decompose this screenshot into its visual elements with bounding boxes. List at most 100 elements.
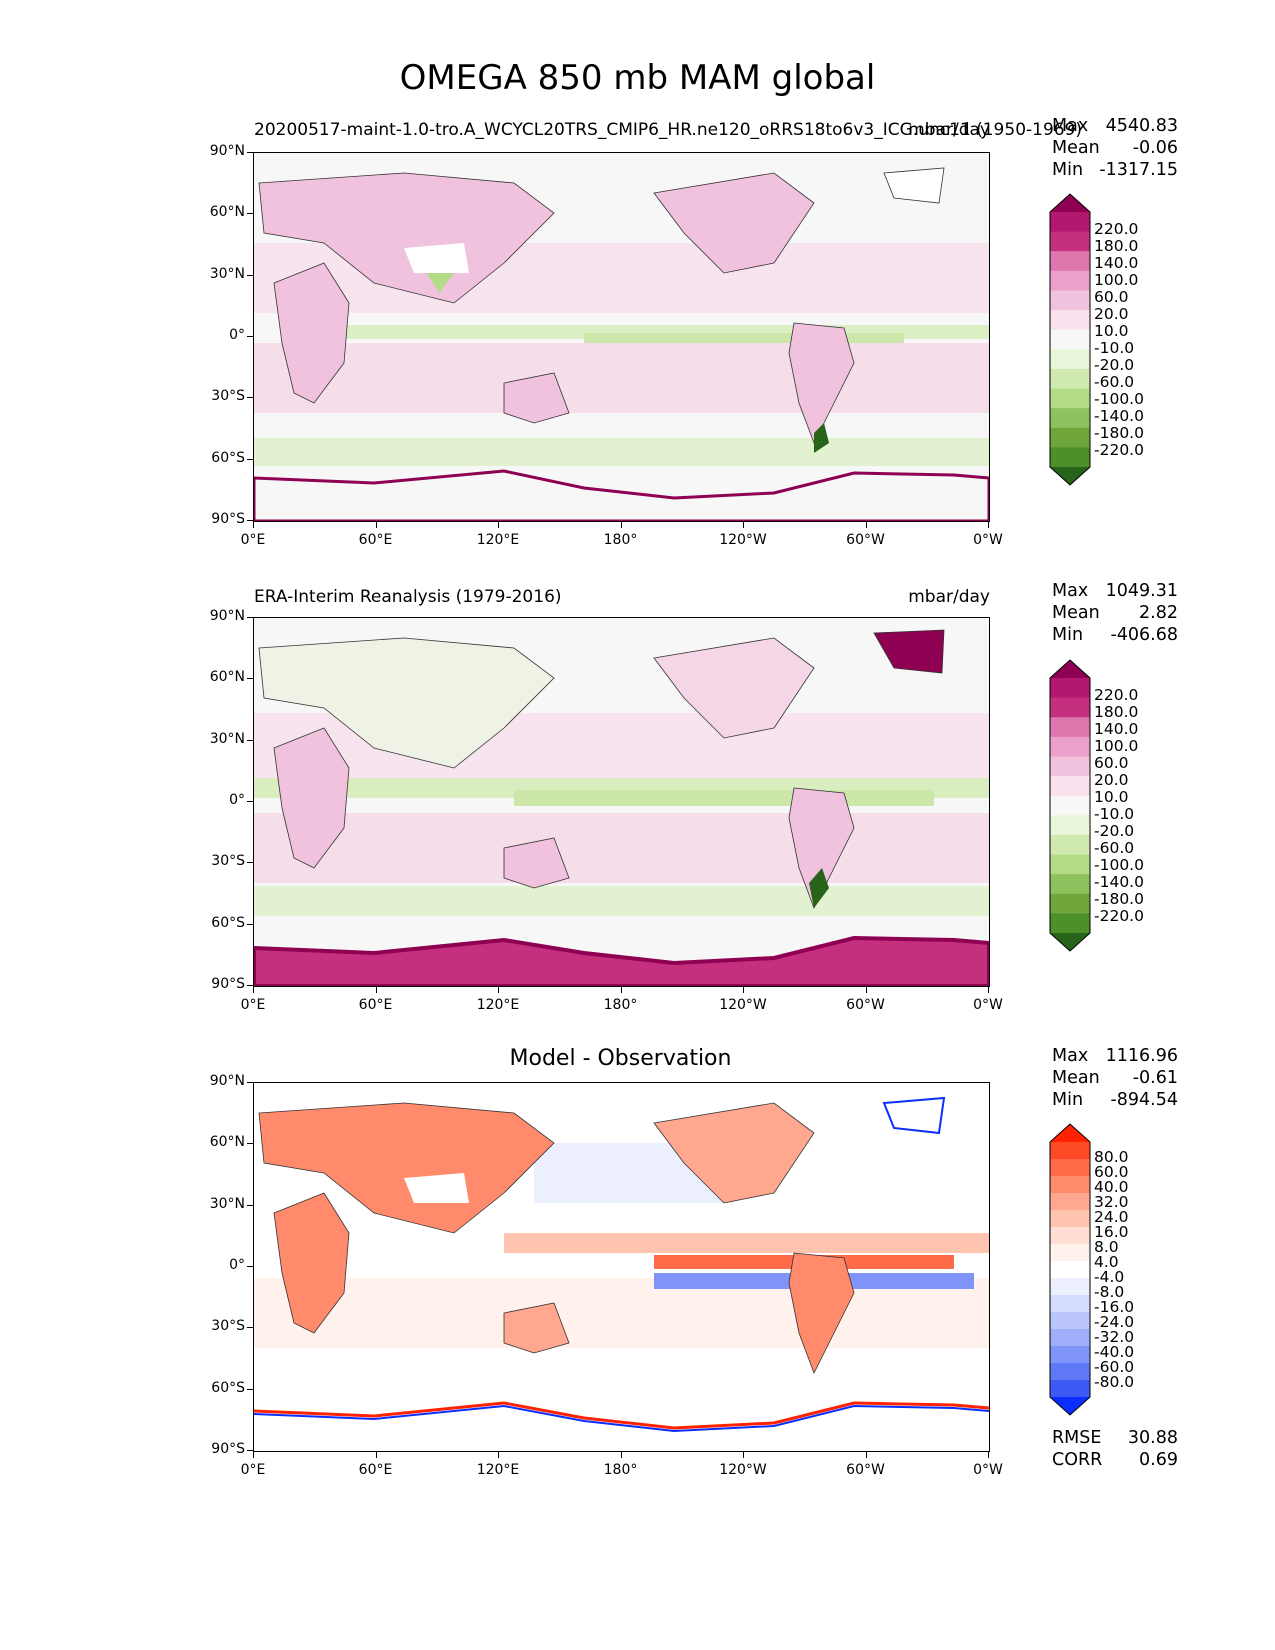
panel-diff-xtick-mark <box>620 1452 622 1458</box>
panel-diff-colorbar-bin <box>1050 1193 1090 1211</box>
panel-diff-xtick: 0°W <box>973 1462 1003 1478</box>
panel-diff-colorbar-label: -8.0 <box>1094 1283 1124 1301</box>
panel-diff-title: Model - Observation <box>509 1046 732 1071</box>
panel-diff-colorbar-extend-min <box>1050 1397 1090 1415</box>
panel-model-mean: Mean -0.06 <box>1052 138 1178 158</box>
panel-obs-ytick: 60°S <box>211 914 245 931</box>
panel-diff-ytick-mark <box>247 1143 253 1145</box>
panel-diff-colorbar-label: -24.0 <box>1094 1313 1134 1331</box>
panel-diff-colorbar-bin <box>1050 1227 1090 1245</box>
panel-obs-xtick: 180° <box>603 997 638 1013</box>
panel-diff-colorbar-bin <box>1050 1329 1090 1347</box>
panel-diff-ytick: 30°S <box>211 1318 245 1335</box>
panel-obs-xtick-mark <box>253 987 254 993</box>
panel-obs-ytick-mark <box>247 923 253 925</box>
panel-diff-colorbar-label: -40.0 <box>1094 1343 1134 1361</box>
panel-obs-colorbar-outline <box>1049 659 1091 952</box>
panel-model-xtick: 0°E <box>240 532 266 548</box>
panel-obs-colorbar-bin <box>1050 795 1090 816</box>
panel-obs-colorbar-bin <box>1050 736 1090 757</box>
panel-obs-colorbar-label: 10.0 <box>1094 788 1129 806</box>
panel-obs-units: mbar/day <box>908 587 990 607</box>
panel-diff-xtick: 120°E <box>476 1462 520 1478</box>
figure-title: OMEGA 850 mb MAM global <box>399 58 876 98</box>
panel-model-colorbar-label: 20.0 <box>1094 305 1129 323</box>
panel-model-xtick-mark <box>865 522 867 528</box>
panel-model-xtick: 60°E <box>358 532 393 548</box>
panel-model-colorbar-bin <box>1050 231 1090 252</box>
panel-model-colorbar-label: -60.0 <box>1094 373 1134 391</box>
panel-model-xtick: 0°W <box>973 532 1003 548</box>
panel-obs-colorbar-label: -20.0 <box>1094 822 1134 840</box>
panel-model-colorbar-bin <box>1050 408 1090 429</box>
panel-model-colorbar-label: -20.0 <box>1094 356 1134 374</box>
panel-model-colorbar-bin <box>1050 388 1090 409</box>
panel-model-xtick-mark <box>375 522 377 528</box>
panel-diff-xtick: 60°W <box>846 1462 885 1478</box>
panel-obs-colorbar-label: -60.0 <box>1094 839 1134 857</box>
panel-obs-colorbar-label: -220.0 <box>1094 907 1144 925</box>
panel-obs-colorbar-label: 20.0 <box>1094 771 1129 789</box>
panel-diff-mean: Mean -0.61 <box>1052 1068 1178 1088</box>
panel-obs-xtick: 60°E <box>358 997 393 1013</box>
panel-obs-ytick: 30°S <box>211 853 245 870</box>
panel-diff-max: Max 1116.96 <box>1052 1046 1178 1066</box>
panel-obs-colorbar-bin <box>1050 854 1090 875</box>
panel-obs-colorbar-bin <box>1050 678 1090 699</box>
panel-model-units: mbar/day <box>908 120 990 140</box>
panel-model-colorbar-bin <box>1050 329 1090 350</box>
panel-diff-colorbar-label: 24.0 <box>1094 1208 1129 1226</box>
panel-model-map <box>253 152 990 522</box>
panel-diff-ytick: 90°S <box>211 1441 245 1457</box>
panel-diff-colorbar-bin <box>1050 1363 1090 1381</box>
panel-obs-xtick: 0°W <box>973 997 1003 1013</box>
panel-obs-xtick-mark <box>865 987 867 993</box>
panel-model-ytick: 30°S <box>211 388 245 405</box>
panel-diff-colorbar-bin <box>1050 1346 1090 1364</box>
panel-diff-xtick: 0°E <box>240 1462 266 1478</box>
panel-diff-colorbar-label: 16.0 <box>1094 1223 1129 1241</box>
panel-model-ytick-mark <box>247 458 253 460</box>
panel-model-colorbar-label: 10.0 <box>1094 322 1129 340</box>
panel-obs-xtick: 120°W <box>719 997 767 1013</box>
panel-obs-colorbar-extend-min <box>1050 933 1090 951</box>
panel-obs-xtick-mark <box>988 987 989 993</box>
panel-obs-colorbar-bin <box>1050 913 1090 934</box>
panel-diff-colorbar-label: -4.0 <box>1094 1268 1124 1286</box>
panel-obs-map <box>253 617 990 987</box>
panel-model-ytick: 90°N <box>209 143 245 159</box>
panel-diff-xtick: 60°E <box>358 1462 393 1478</box>
panel-model-ytick: 60°S <box>211 449 245 466</box>
panel-diff-colorbar-label: 4.0 <box>1094 1253 1119 1271</box>
panel-model-colorbar-bin <box>1050 251 1090 272</box>
panel-diff-colorbar-label: 80.0 <box>1094 1148 1129 1166</box>
panel-obs-xtick: 120°E <box>476 997 520 1013</box>
panel-obs-colorbar-bin <box>1050 815 1090 836</box>
panel-diff-ytick: 60°S <box>211 1379 245 1396</box>
panel-model-xtick: 120°E <box>476 532 520 548</box>
panel-diff-colorbar-label: 60.0 <box>1094 1163 1129 1181</box>
panel-obs-ytick-mark <box>247 678 253 680</box>
panel-obs-ytick-mark <box>247 801 253 802</box>
panel-diff-corr: CORR 0.69 <box>1052 1450 1178 1470</box>
panel-model-xtick-mark <box>498 522 499 528</box>
panel-diff-xtick-mark <box>498 1452 499 1458</box>
panel-model-colorbar-extend-max <box>1050 194 1090 212</box>
panel-diff-ytick-mark <box>247 1388 253 1390</box>
panel-model-ytick-mark <box>247 336 253 337</box>
panel-diff-colorbar-label: -60.0 <box>1094 1358 1134 1376</box>
panel-model-ytick-mark <box>247 520 253 521</box>
panel-diff-rmse: RMSE 30.88 <box>1052 1428 1178 1448</box>
panel-obs-xtick-mark <box>498 987 499 993</box>
panel-diff-xtick-mark <box>865 1452 867 1458</box>
panel-model-ytick-mark <box>247 274 253 276</box>
panel-diff-colorbar-bin <box>1050 1261 1090 1279</box>
panel-diff-xtick-mark <box>988 1452 989 1458</box>
panel-model-colorbar-label: -140.0 <box>1094 407 1144 425</box>
panel-obs-colorbar-label: -180.0 <box>1094 890 1144 908</box>
panel-model-colorbar-label: 220.0 <box>1094 220 1138 238</box>
panel-model-xtick-mark <box>253 522 254 528</box>
panel-obs-ytick-mark <box>247 617 253 618</box>
panel-model-colorbar-label: 140.0 <box>1094 254 1138 272</box>
panel-model-colorbar-label: -220.0 <box>1094 441 1144 459</box>
